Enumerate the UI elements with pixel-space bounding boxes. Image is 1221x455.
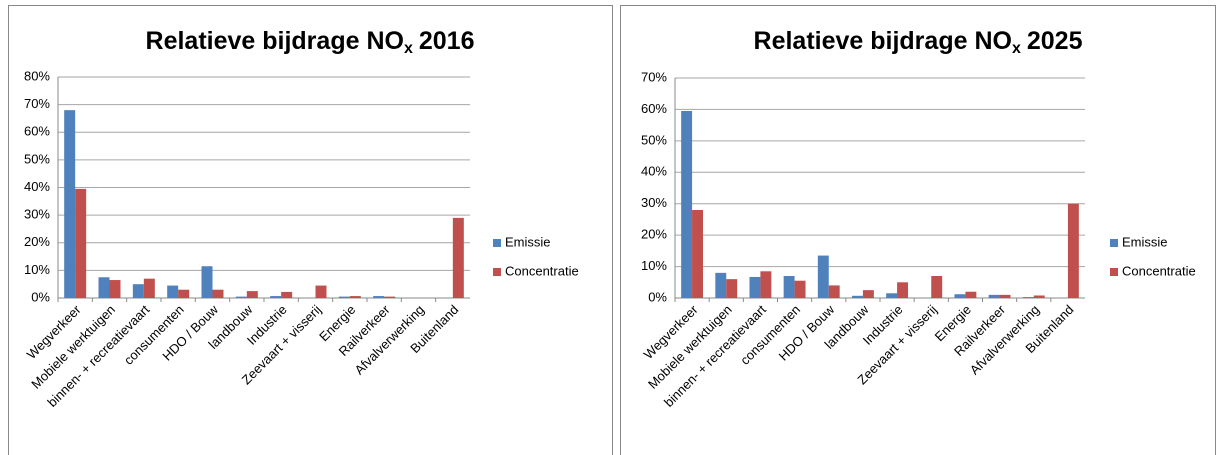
panel bbox=[8, 5, 613, 455]
bar bbox=[349, 296, 361, 298]
bar bbox=[98, 277, 110, 298]
bar bbox=[749, 276, 761, 298]
title-subscript: x bbox=[1012, 40, 1021, 57]
bar bbox=[246, 291, 258, 298]
y-tick-label: 0% bbox=[648, 289, 667, 304]
bar bbox=[931, 276, 943, 298]
title-main: Relatieve bijdrage NO bbox=[754, 27, 1012, 55]
bar bbox=[988, 294, 1000, 298]
legend-swatch bbox=[1110, 268, 1118, 276]
y-tick-label: 20% bbox=[641, 227, 667, 242]
y-tick-label: 40% bbox=[641, 164, 667, 179]
panel bbox=[620, 5, 1216, 455]
bar bbox=[235, 296, 247, 298]
title-subscript: x bbox=[404, 40, 413, 57]
chart-title: Relatieve bijdrage NOx 2016 bbox=[146, 27, 475, 58]
legend-label: Emissie bbox=[1122, 234, 1168, 249]
legend-label: Concentratie bbox=[1122, 263, 1196, 278]
bar bbox=[338, 296, 350, 298]
bar bbox=[143, 278, 155, 298]
legend-swatch bbox=[493, 239, 501, 247]
y-tick-label: 70% bbox=[24, 96, 50, 111]
bar bbox=[132, 284, 144, 298]
bar bbox=[64, 110, 76, 299]
y-tick-label: 60% bbox=[24, 124, 50, 139]
bar bbox=[75, 188, 87, 298]
bar bbox=[897, 282, 909, 298]
y-tick-label: 50% bbox=[24, 151, 50, 166]
bar bbox=[954, 294, 966, 298]
legend-label: Emissie bbox=[505, 234, 551, 249]
bar bbox=[715, 272, 727, 298]
bar bbox=[999, 294, 1011, 298]
y-tick-label: 40% bbox=[24, 179, 50, 194]
bar bbox=[783, 276, 795, 298]
title-main: Relatieve bijdrage NO bbox=[146, 27, 404, 55]
bar bbox=[817, 255, 829, 298]
bar bbox=[281, 291, 293, 298]
y-tick-label: 10% bbox=[641, 258, 667, 273]
bar bbox=[886, 293, 898, 298]
bar bbox=[315, 285, 327, 298]
bar bbox=[862, 290, 874, 298]
bar bbox=[167, 285, 179, 298]
bar bbox=[681, 111, 693, 298]
bar bbox=[828, 285, 840, 298]
bar bbox=[965, 291, 977, 298]
bar bbox=[726, 279, 738, 298]
y-tick-label: 80% bbox=[24, 68, 50, 83]
legend-swatch bbox=[493, 268, 501, 276]
bar bbox=[851, 295, 863, 298]
bar bbox=[1033, 295, 1045, 298]
y-tick-label: 20% bbox=[24, 234, 50, 249]
title-suffix: 2025 bbox=[1027, 27, 1083, 55]
bar bbox=[201, 266, 213, 298]
bar bbox=[384, 296, 396, 298]
title-suffix: 2016 bbox=[419, 27, 475, 55]
legend-label: Concentratie bbox=[505, 263, 579, 278]
bar bbox=[1022, 297, 1034, 298]
bar bbox=[178, 289, 190, 298]
chart-title: Relatieve bijdrage NOx 2025 bbox=[754, 27, 1083, 58]
y-tick-label: 50% bbox=[641, 132, 667, 147]
bar bbox=[212, 289, 224, 298]
bar bbox=[692, 210, 704, 298]
y-tick-label: 70% bbox=[641, 69, 667, 84]
bar bbox=[794, 280, 806, 298]
y-tick-label: 60% bbox=[641, 101, 667, 116]
bar bbox=[452, 217, 464, 298]
legend-swatch bbox=[1110, 239, 1118, 247]
bar bbox=[109, 280, 121, 298]
bar bbox=[1067, 203, 1079, 298]
y-tick-label: 10% bbox=[24, 262, 50, 277]
bar bbox=[270, 296, 282, 298]
bar bbox=[760, 271, 772, 298]
y-tick-label: 30% bbox=[24, 207, 50, 222]
y-tick-label: 30% bbox=[641, 195, 667, 210]
bar bbox=[373, 296, 385, 298]
y-tick-label: 0% bbox=[31, 289, 50, 304]
